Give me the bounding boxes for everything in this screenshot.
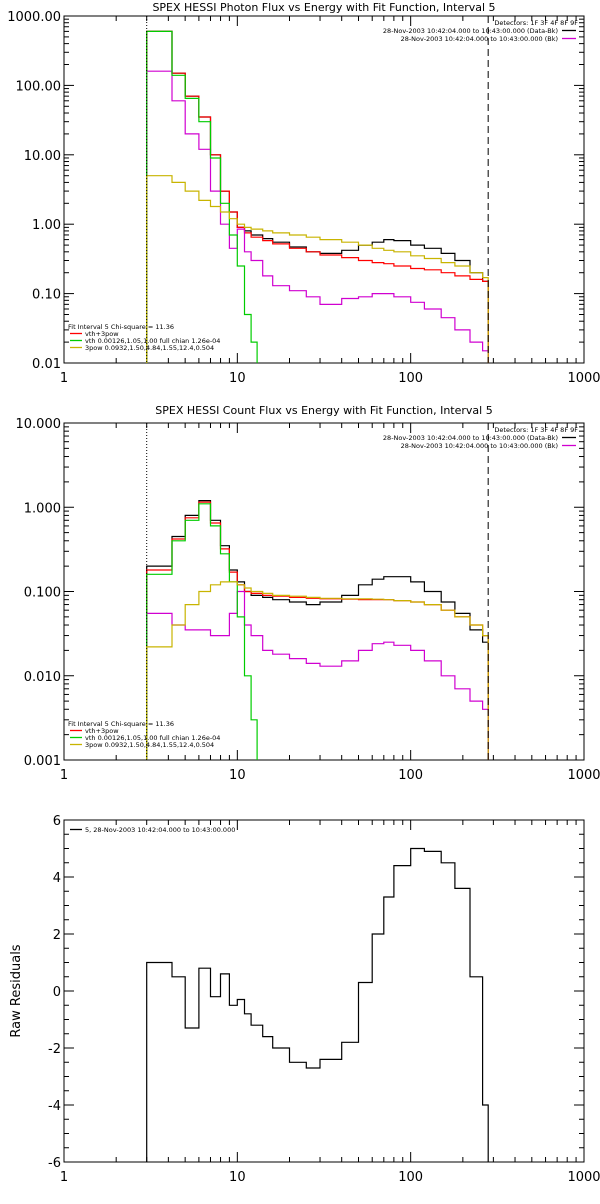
chart-title: SPEX HESSI Count Flux vs Energy with Fit… <box>155 404 492 417</box>
x-tick-label: 100 <box>398 1170 423 1185</box>
chart-title: SPEX HESSI Photon Flux vs Energy with Fi… <box>152 1 495 14</box>
y-tick-label: -2 <box>48 1042 61 1057</box>
y-tick-label: 10.00 <box>24 149 61 164</box>
x-tick-label: 10 <box>229 371 246 386</box>
info-line: 28-Nov-2003 10:42:04.000 to 10:43:00.000… <box>401 442 558 450</box>
y-tick-label: 6 <box>53 814 61 829</box>
y-tick-label: 1.00 <box>32 218 61 233</box>
plot-frame <box>64 820 584 1162</box>
y-tick-label: 0 <box>53 985 61 1000</box>
x-tick-label: 1000 <box>567 768 600 783</box>
y-tick-label: 100.00 <box>16 79 62 94</box>
y-tick-label: 0.100 <box>24 586 61 601</box>
y-tick-label: 2 <box>53 928 61 943</box>
legend-entry: 5, 28-Nov-2003 10:42:04.000 to 10:43:00.… <box>85 826 235 834</box>
series-data-bk <box>147 31 489 363</box>
info-line: 28-Nov-2003 10:42:04.000 to 10:43:00.000… <box>401 35 558 43</box>
y-tick-label: -6 <box>48 1156 61 1171</box>
info-line: 28-Nov-2003 10:42:04.000 to 10:43:00.000… <box>383 434 558 442</box>
y-axis-label: Raw Residuals <box>9 944 24 1037</box>
series-bk <box>147 71 489 363</box>
chart-panel-2: SPEX HESSI Count Flux vs Energy with Fit… <box>16 404 600 783</box>
x-tick-label: 1 <box>60 371 68 386</box>
info-line: Detectors: 1F 3F 4F 8F 9F <box>494 19 578 27</box>
series-vth+3pow <box>147 31 489 363</box>
plot-frame <box>64 423 584 760</box>
y-tick-label: 0.10 <box>32 288 61 303</box>
series-vth <box>147 31 257 363</box>
x-tick-label: 1000 <box>567 371 600 386</box>
x-tick-label: 10 <box>229 768 246 783</box>
x-tick-label: 100 <box>398 371 423 386</box>
x-tick-label: 1 <box>60 768 68 783</box>
y-tick-label: -4 <box>48 1099 61 1114</box>
x-tick-label: 1000 <box>567 1170 600 1185</box>
legend-title: Fit Interval 5 Chi-square = 11.36 <box>68 720 174 728</box>
y-tick-label: 0.001 <box>24 754 61 769</box>
y-tick-label: 10.000 <box>16 417 62 432</box>
y-tick-label: 0.010 <box>24 670 61 685</box>
chart-panel-3: 1 10 100 1000 -6 -4 -2 0 2 4 6 Raw Residuals 5, 28-N… <box>9 814 600 1185</box>
x-tick-label: 10 <box>229 1170 246 1185</box>
y-tick-label: 4 <box>53 871 61 886</box>
series-residuals <box>147 849 489 1163</box>
series-vth+3pow <box>147 502 489 760</box>
plot-frame <box>64 16 584 363</box>
legend-entry: 3pow 0.0932,1.50,4.84,1.55,12.4,0.504 <box>85 344 214 352</box>
x-tick-label: 100 <box>398 768 423 783</box>
y-tick-label: 0.01 <box>32 357 61 372</box>
legend-entry: 3pow 0.0932,1.50,4.84,1.55,12.4,0.504 <box>85 741 214 749</box>
chart-panel-1: SPEX HESSI Photon Flux vs Energy with Fi… <box>7 1 600 386</box>
legend-title: Fit Interval 5 Chi-square = 11.36 <box>68 323 174 331</box>
info-line: 28-Nov-2003 10:42:04.000 to 10:43:00.000… <box>383 27 558 35</box>
x-tick-label: 1 <box>60 1170 68 1185</box>
info-line: Detectors: 1F 3F 4F 8F 9F <box>494 426 578 434</box>
y-tick-label: 1000.00 <box>7 10 61 25</box>
y-tick-label: 1.000 <box>24 501 61 516</box>
